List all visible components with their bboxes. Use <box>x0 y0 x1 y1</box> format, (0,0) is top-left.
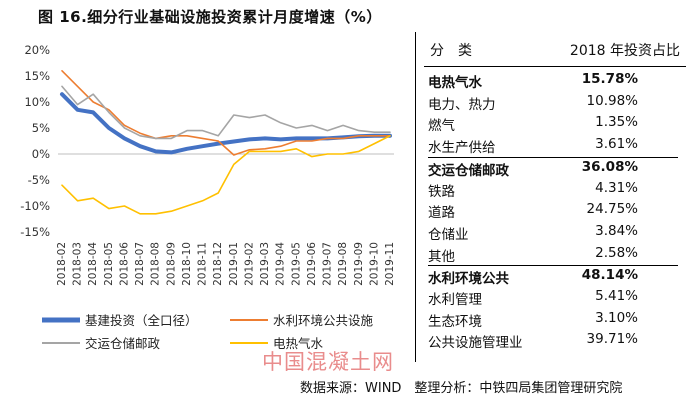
table-row-value: 48.14% <box>581 267 638 284</box>
x-tick-label: 2018-08 <box>150 242 162 286</box>
table-header-share: 2018 年投资占比 <box>569 43 680 59</box>
table-row-value: 15.78% <box>581 71 638 87</box>
x-tick-label: 2019-09 <box>353 242 365 286</box>
table-row-name: 电力、热力 <box>428 96 496 113</box>
y-tick-label: 5% <box>32 121 50 135</box>
x-tick-label: 2018-06 <box>118 242 130 286</box>
table-row-value: 5.41% <box>595 288 638 304</box>
x-tick-label: 2019-10 <box>368 242 380 286</box>
table-row-name: 其他 <box>428 248 455 265</box>
table-row-name: 交运仓储邮政 <box>428 162 509 179</box>
table-row: 水利管理 5.41% <box>428 287 678 308</box>
y-tick-label: 0% <box>32 147 50 161</box>
x-tick-label: 2019-04 <box>275 242 287 286</box>
legend-label: 交运仓储邮政 <box>85 336 161 351</box>
table-row: 电力、热力 10.98% <box>428 92 678 113</box>
y-tick-label: -5% <box>28 173 50 187</box>
table-row-value: 24.75% <box>586 201 638 218</box>
y-tick-label: 10% <box>24 95 50 109</box>
table-row-name: 道路 <box>428 205 455 222</box>
series-line <box>61 135 391 215</box>
x-tick-label: 2019-01 <box>228 242 240 286</box>
legend-label: 基建投资（全口径） <box>85 313 198 328</box>
table-header-category: 分类 <box>430 43 486 59</box>
table-row: 电热气水 15.78% <box>428 70 678 91</box>
x-tick-label: 2018-12 <box>212 242 224 286</box>
figure-title: 图 16.细分行业基础设施投资累计月度增速（%） <box>38 8 382 26</box>
x-tick-label: 2018-07 <box>134 242 146 286</box>
series-line <box>61 69 391 156</box>
table-row: 其他 2.58% <box>428 244 678 265</box>
table-row-name: 水生产供给 <box>428 140 496 157</box>
table-row: 交运仓储邮政 36.08% <box>428 156 678 179</box>
table-row: 燃气 1.35% <box>428 113 678 134</box>
table-row-value: 4.31% <box>595 179 638 196</box>
legend-label: 水利环境公共设施 <box>273 313 374 328</box>
table-row: 公共设施管理业 39.71% <box>428 330 678 351</box>
table-row: 水利环境公共 48.14% <box>428 265 678 287</box>
x-tick-label: 2019-07 <box>322 242 334 286</box>
table-row-value: 2.58% <box>595 244 638 261</box>
x-tick-label: 2018-02 <box>56 242 68 286</box>
table-row: 铁路 4.31% <box>428 179 678 200</box>
table-row-name: 燃气 <box>428 118 455 135</box>
table-row: 水生产供给 3.61% <box>428 135 678 156</box>
table-row: 仓储业 3.84% <box>428 222 678 243</box>
table-row-value: 10.98% <box>586 92 638 109</box>
table-header: 分类 2018 年投资占比 <box>424 32 686 67</box>
x-tick-label: 2019-03 <box>259 242 271 286</box>
table-row-name: 铁路 <box>428 183 455 200</box>
source-note: 数据来源：WIND 整理分析：中铁四局集团管理研究院 <box>300 381 623 396</box>
y-tick-label: 15% <box>24 69 50 83</box>
table-row-value: 3.84% <box>595 222 638 239</box>
table-row: 道路 24.75% <box>428 200 678 221</box>
x-tick-label: 2019-02 <box>243 242 255 286</box>
y-tick-label: 20% <box>24 43 50 57</box>
x-tick-label: 2018-04 <box>87 242 99 286</box>
x-tick-label: 2018-03 <box>72 242 84 286</box>
table-row-value: 3.61% <box>595 136 638 153</box>
table-row-value: 1.35% <box>595 114 638 131</box>
table-row-name: 仓储业 <box>428 226 469 243</box>
watermark: 中国混凝土网 <box>262 350 394 374</box>
x-tick-label: 2019-06 <box>306 242 318 286</box>
table-row-name: 公共设施管理业 <box>428 335 523 352</box>
x-tick-label: 2019-08 <box>337 242 349 286</box>
x-tick-label: 2018-05 <box>103 242 115 286</box>
legend-label: 电热气水 <box>273 336 324 351</box>
x-tick-label: 2018-09 <box>165 242 177 286</box>
x-tick-label: 2019-05 <box>290 242 302 286</box>
line-chart-svg: 20%15%10%5%0%-5%-10%-15%2018-02 2018-03 20… <box>20 43 396 351</box>
table-row-name: 电热气水 <box>428 75 482 91</box>
series-line <box>61 85 391 140</box>
table-row-value: 39.71% <box>586 331 638 348</box>
table-row: 生态环境 3.10% <box>428 309 678 330</box>
table-row-value: 3.10% <box>595 309 638 326</box>
y-tick-label: -10% <box>20 199 50 213</box>
table-row-value: 36.08% <box>581 158 638 175</box>
table-row-name: 生态环境 <box>428 313 482 330</box>
series-line <box>60 92 392 155</box>
investment-share-table: 分类 2018 年投资占比 电热气水 15.78% 电力、热力 10.98% 燃气 1.3… <box>415 32 686 362</box>
x-tick-label: 2019-11 <box>384 242 396 286</box>
table-row-name: 水利环境公共 <box>428 271 509 288</box>
y-tick-label: -15% <box>20 225 50 239</box>
x-tick-label: 2018-11 <box>197 242 209 286</box>
line-chart: 20% 15% 10% 5% 0% -5% -10% -15% 2018-02 2018-03 20… <box>2 32 412 374</box>
table-row-name: 水利管理 <box>428 292 482 308</box>
x-tick-label: 2018-10 <box>181 242 193 286</box>
